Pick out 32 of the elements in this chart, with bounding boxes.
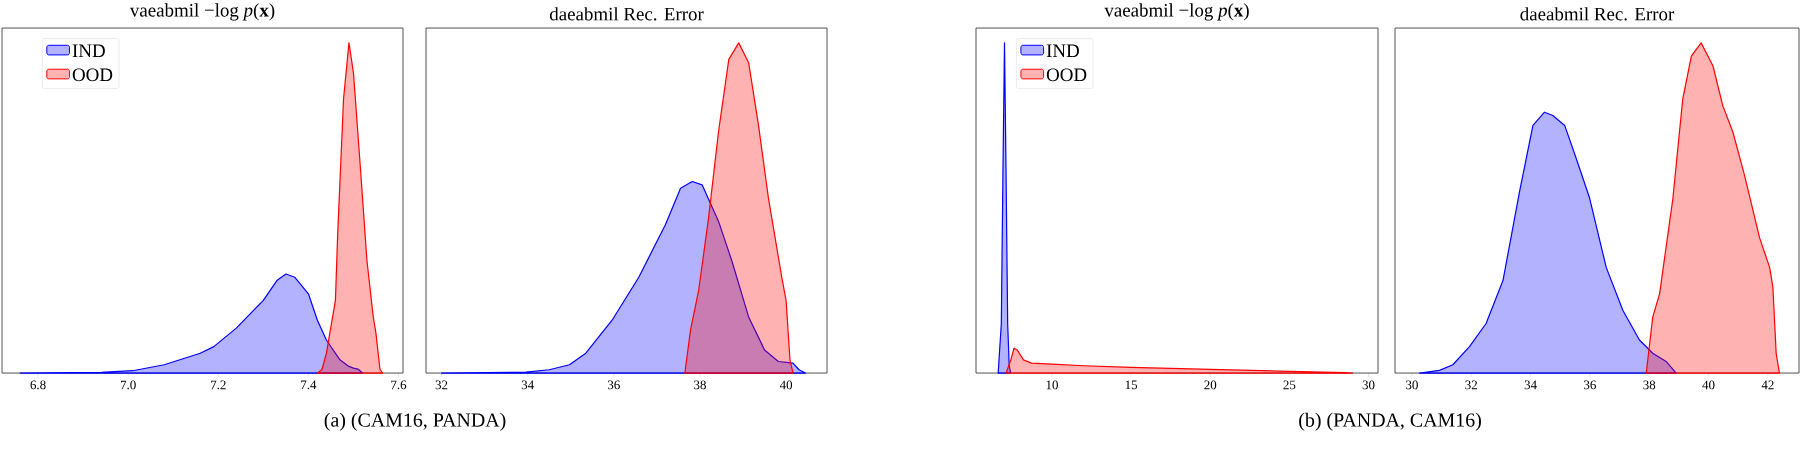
x-tick-label: 7.6 <box>391 380 407 390</box>
text: (a) (CAM16, PANDA) <box>324 412 506 431</box>
chart-title: vaeabmil −log p(x) <box>1104 3 1249 21</box>
chart-title: daeabmil Rec. Error <box>549 7 704 21</box>
x-tick-label: 40 <box>779 380 793 390</box>
x-tick-label: 7.4 <box>301 380 317 390</box>
x-tick-label: 30 <box>1362 380 1375 390</box>
legend-label: OOD <box>72 68 113 82</box>
legend-label: OOD <box>1046 68 1087 82</box>
text: (b) (PANDA, CAM16) <box>1299 412 1481 431</box>
chart-title: daeabmil Rec. Error <box>1520 7 1675 21</box>
x-tick-label: 32 <box>1465 380 1478 390</box>
chart-title: vaeabmil −log p(x) <box>129 3 275 21</box>
legend-label: IND <box>1046 44 1079 57</box>
x-tick-label: 40 <box>1702 380 1715 390</box>
x-tick-label: 20 <box>1204 380 1217 390</box>
x-tick-label: 38 <box>1643 380 1656 390</box>
x-tick-label: 36 <box>1584 380 1596 390</box>
x-tick-label: 25 <box>1283 380 1296 390</box>
legend-label: IND <box>72 44 105 57</box>
x-tick-label: 38 <box>694 380 706 390</box>
x-tick-label: 10 <box>1046 380 1058 390</box>
x-tick-label: 32 <box>435 380 448 390</box>
x-tick-label: 34 <box>521 380 534 390</box>
x-tick-label: 7.2 <box>211 380 226 390</box>
x-tick-label: 15 <box>1125 380 1138 390</box>
x-tick-label: 6.8 <box>30 380 46 390</box>
x-tick-label: 7.0 <box>120 380 136 390</box>
x-tick-label: 34 <box>1524 380 1537 390</box>
x-tick-label: 30 <box>1406 380 1418 390</box>
x-tick-label: 36 <box>607 380 620 390</box>
x-tick-label: 42 <box>1761 380 1774 390</box>
